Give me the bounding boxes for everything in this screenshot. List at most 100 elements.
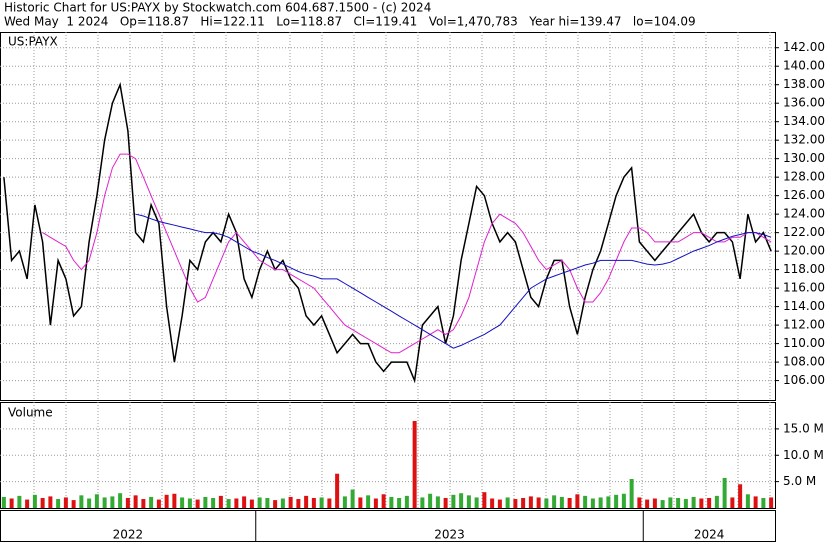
volume-bar [218,495,223,508]
y-tick-label: 132.00 [783,133,825,147]
volume-bar [637,497,642,508]
price-panel [0,32,776,401]
volume-bar [9,498,14,508]
volume-bar [56,499,61,508]
volume-bar [660,500,665,508]
volume-bar [397,497,402,508]
volume-bar [94,494,99,508]
volume-bar [311,497,316,508]
volume-bar [559,496,564,508]
volume-bar [226,499,231,508]
volume-bar [730,497,735,508]
volume-bar [738,484,743,508]
y-tick-label: 124.00 [783,207,825,221]
volume-bar [335,473,340,508]
volume-bar [451,494,456,508]
volume-bar [683,499,688,508]
volume-bar [342,496,347,508]
volume-bar [203,496,208,508]
volume-bar [257,497,262,508]
volume-bar [412,420,417,508]
volume-bar [48,496,53,508]
volume-bar [753,496,758,508]
volume-bar [722,477,727,508]
volume-bar [761,497,766,508]
volume-bar [71,500,76,508]
volume-bar [583,495,588,508]
x-tick-label: 2024 [694,528,725,542]
volume-bar [614,494,619,508]
volume-bar [273,500,278,508]
volume-bar [769,497,774,508]
volume-bar [172,493,177,508]
volume-bar [296,499,301,508]
y-tick-label: 108.00 [783,355,825,369]
volume-bar [366,495,371,508]
volume-bar [327,498,332,508]
volume-bar [373,498,378,508]
volume-bar [180,497,185,508]
volume-bar [404,495,409,508]
volume-bar [156,499,161,508]
volume-bar [79,495,84,508]
volume-bar [490,498,495,508]
y-tick-label: 138.00 [783,77,825,91]
volume-bar [606,496,611,508]
volume-bar [381,494,386,508]
y-tick-label: 126.00 [783,188,825,202]
volume-bar [428,493,433,508]
price-label: US:PAYX [8,35,58,49]
volume-bar [497,499,502,508]
volume-bar [242,496,247,508]
volume-bar [466,495,471,508]
y-tick-label: 114.00 [783,299,825,313]
volume-bar [652,498,657,508]
volume-bar [304,495,309,508]
volume-bar [164,494,169,508]
volume-bar [676,497,681,508]
volume-bar [358,497,363,508]
volume-bar [590,498,595,508]
y2-tick-label: 15.0 M [783,421,824,435]
volume-bar [567,497,572,508]
volume-bar [513,499,518,508]
volume-bar [629,478,634,508]
volume-bar [474,497,479,508]
volume-bar [621,493,626,508]
volume-bar [87,498,92,508]
y-tick-label: 122.00 [783,225,825,239]
volume-bar [389,496,394,508]
y-tick-label: 142.00 [783,40,825,54]
volume-bar [528,496,533,508]
volume-bar [280,498,285,508]
y-tick-label: 120.00 [783,244,825,258]
volume-bar [575,494,580,508]
y-tick-label: 136.00 [783,96,825,110]
volume-bar [350,489,355,508]
volume-bar [25,499,30,508]
y-tick-label: 134.00 [783,114,825,128]
volume-bar [668,497,673,508]
volume-bar [699,498,704,508]
y-tick-label: 140.00 [783,59,825,73]
volume-bar [17,495,22,508]
y-tick-label: 128.00 [783,170,825,184]
volume-bar [125,497,130,508]
volume-bar [40,497,45,508]
series-line [135,213,772,349]
volume-bar [288,496,293,508]
y-tick-label: 106.00 [783,373,825,387]
volume-bar [443,497,448,508]
volume-bar [195,499,200,508]
volume-bar [459,493,464,508]
chart-subtitle: Wed May 1 2024 Op=118.87 Hi=122.11 Lo=11… [4,15,696,29]
volume-bar [118,493,123,508]
volume-bar [536,497,541,508]
volume-bar [63,497,68,508]
volume-bar [707,497,712,508]
y-tick-label: 116.00 [783,281,825,295]
volume-bar [645,499,650,508]
x-tick-label: 2022 [113,528,144,542]
volume-bar [211,497,216,508]
volume-bar [552,495,557,508]
